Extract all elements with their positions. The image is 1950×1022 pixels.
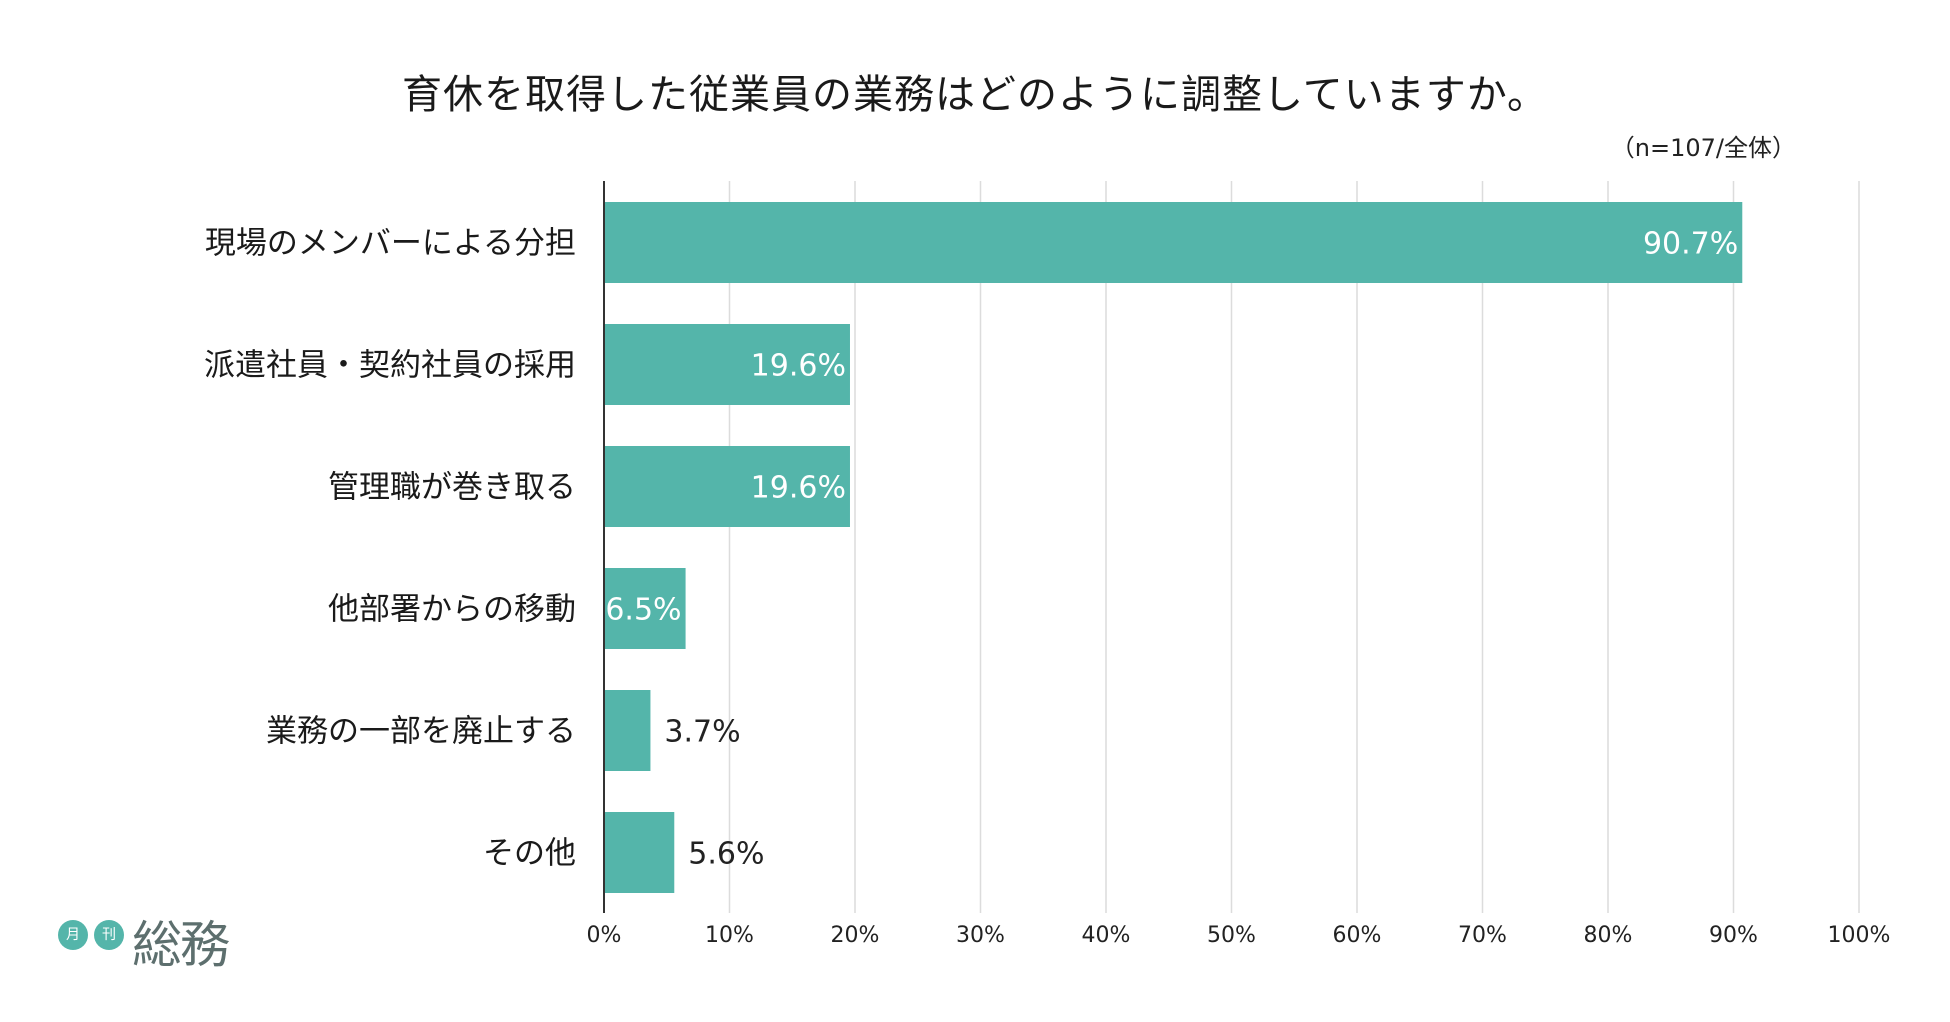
bar — [604, 812, 675, 893]
x-tick-label: 70% — [1458, 923, 1507, 948]
category-label: その他 — [483, 836, 576, 872]
logo-badge-publication: 刊 — [94, 920, 124, 950]
x-tick-label: 0% — [587, 923, 622, 948]
x-tick-label: 20% — [831, 923, 880, 948]
logo-badge-month: 月 — [58, 920, 88, 950]
x-tick-label: 50% — [1207, 923, 1256, 948]
value-label: 19.6% — [751, 471, 846, 506]
category-label: 派遣社員・契約社員の採用 — [204, 348, 576, 384]
chart-title: 育休を取得した従業員の業務はどのように調整していますか。 — [402, 72, 1548, 118]
x-tick-label: 40% — [1082, 923, 1131, 948]
category-label: 管理職が巻き取る — [328, 470, 576, 506]
value-label: 90.7% — [1643, 227, 1738, 262]
value-label: 3.7% — [664, 715, 740, 750]
category-label: 業務の一部を廃止する — [266, 714, 576, 750]
bar — [604, 568, 686, 649]
bar — [604, 446, 850, 527]
x-tick-label: 80% — [1584, 923, 1633, 948]
value-label: 6.5% — [605, 593, 681, 628]
x-tick-label: 90% — [1709, 923, 1758, 948]
category-label: 現場のメンバーによる分担 — [205, 226, 576, 262]
logo-brand: 総務 — [132, 916, 230, 974]
sample-size-note: （n=107/全体） — [1610, 134, 1796, 162]
bar — [604, 202, 1743, 283]
category-label: 他部署からの移動 — [328, 592, 576, 628]
logo: 月 刊 総務 — [58, 912, 258, 982]
x-tick-label: 60% — [1333, 923, 1382, 948]
x-tick-label: 10% — [705, 923, 754, 948]
bar — [604, 324, 850, 405]
x-tick-label: 100% — [1828, 923, 1891, 948]
value-label: 5.6% — [688, 837, 764, 872]
bar — [604, 690, 651, 771]
value-label: 19.6% — [751, 349, 846, 384]
x-tick-label: 30% — [956, 923, 1005, 948]
